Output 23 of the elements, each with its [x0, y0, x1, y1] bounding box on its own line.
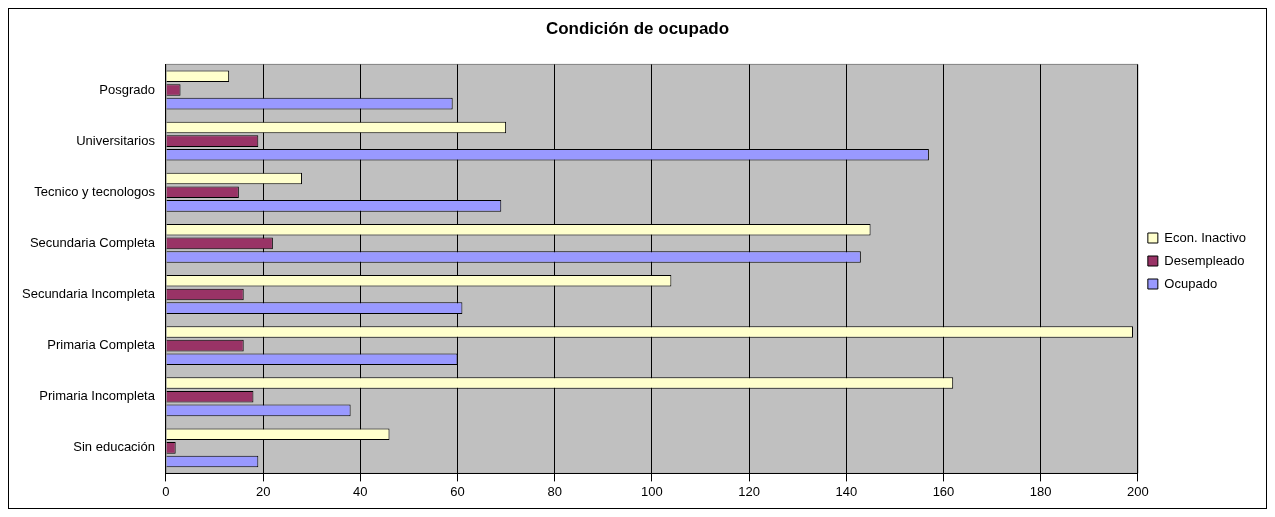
- x-tick-label: 180: [1029, 483, 1052, 499]
- x-tick-label: 120: [738, 483, 760, 499]
- legend-label: Desempleado: [1164, 252, 1245, 268]
- y-tick-label: Tecnico y tecnologos: [34, 183, 156, 199]
- x-tick-label: 200: [1126, 483, 1149, 499]
- legend-label: Ocupado: [1164, 275, 1218, 291]
- legend-label: Econ. Inactivo: [1164, 229, 1246, 245]
- y-tick-label: Primaria Incompleta: [39, 388, 156, 404]
- x-tick-label: 40: [353, 483, 368, 499]
- y-tick-label: Secundaria Completa: [29, 234, 156, 250]
- y-tick-label: Posgrado: [99, 81, 155, 97]
- chart-title: Condición de ocupado: [545, 18, 730, 38]
- y-tick-label: Primaria Completa: [47, 337, 156, 353]
- y-tick-label: Sin educación: [73, 439, 155, 455]
- y-tick-label: Secundaria Incompleta: [21, 286, 156, 302]
- x-tick-label: 160: [932, 483, 955, 499]
- x-tick-label: 0: [162, 483, 170, 499]
- y-tick-label: Universitarios: [76, 132, 156, 148]
- x-tick-label: 20: [255, 483, 271, 499]
- x-tick-label: 80: [547, 483, 562, 499]
- x-tick-label: 60: [450, 483, 465, 499]
- x-tick-label: 140: [835, 483, 858, 499]
- x-tick-label: 100: [641, 483, 663, 499]
